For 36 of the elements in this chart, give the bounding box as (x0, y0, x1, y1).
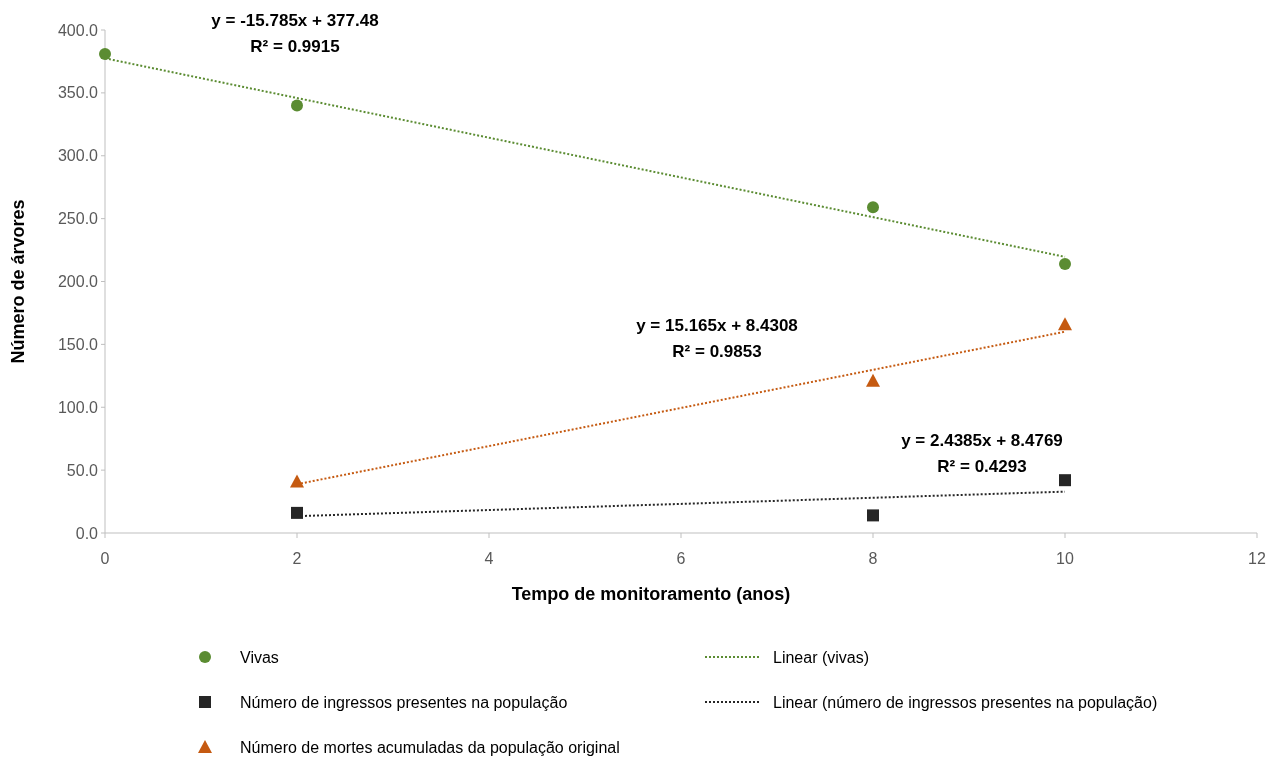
point (866, 373, 880, 387)
y-axis-title: Número de árvores (8, 199, 28, 364)
point (291, 99, 303, 112)
point (867, 201, 879, 214)
legend-label: Número de ingressos presentes na população (240, 694, 568, 711)
point (867, 509, 879, 522)
annotation: y = 15.165x + 8.4308 R² = 0.9853 (636, 316, 798, 361)
annotation: y = 2.4385x + 8.4769 R² = 0.4293 (901, 431, 1063, 476)
x-tick-label: 8 (868, 550, 878, 567)
point (290, 474, 304, 488)
point (1059, 474, 1071, 487)
legend-label: Linear (número de ingressos presentes na população) (773, 694, 1158, 711)
x-tick-label: 12 (1248, 550, 1266, 567)
y-tick-label: 350.0 (57, 84, 99, 102)
x-axis-title: Tempo de monitoramento (anos) (511, 584, 791, 604)
y-tick-label: 0.0 (75, 524, 99, 542)
x-tick-label: 4 (484, 550, 494, 567)
point (99, 47, 111, 60)
point (1059, 257, 1071, 270)
x-tick-label: 10 (1056, 550, 1074, 567)
y-tick-label: 400.0 (57, 21, 99, 39)
y-tick-label: 300.0 (57, 147, 99, 165)
x-tick-label: 2 (292, 550, 302, 567)
y-tick-label: 100.0 (57, 398, 99, 416)
y-tick-label: 50.0 (66, 461, 99, 479)
legend-label: Vivas (240, 649, 279, 666)
annotation: y = -15.785x + 377.48 R² = 0.9915 (211, 11, 379, 56)
legend-label: Linear (vivas) (773, 649, 870, 666)
y-tick-label: 150.0 (57, 335, 99, 353)
point (1058, 317, 1072, 331)
y-tick-label: 250.0 (57, 210, 99, 228)
legend-label: Número de mortes acumuladas da população original (240, 739, 620, 756)
x-tick-label: 0 (100, 550, 110, 567)
point (291, 506, 303, 519)
y-tick-label: 200.0 (57, 273, 99, 290)
x-tick-label: 6 (676, 550, 686, 567)
